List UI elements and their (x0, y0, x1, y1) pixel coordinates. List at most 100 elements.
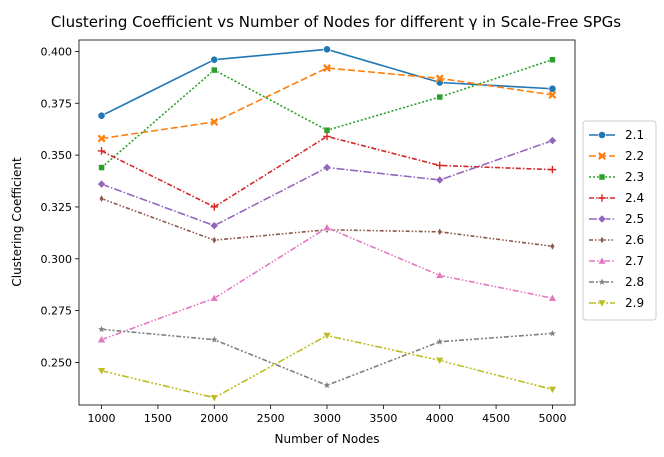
data-point-2.6 (99, 194, 104, 203)
data-point-2.7 (209, 293, 219, 302)
legend-box (582, 120, 657, 321)
data-point-2.7 (97, 335, 106, 343)
legend-label: 2.8 (625, 275, 644, 289)
legend-marker (598, 152, 606, 160)
legend-item: 2.6 (589, 233, 644, 247)
legend-marker (597, 214, 607, 224)
data-point-2.9 (322, 332, 332, 341)
data-point-2.7 (548, 293, 557, 302)
data-point-2.1 (210, 55, 219, 64)
data-point-2.3 (98, 164, 105, 171)
x-tick-label: 1000 (88, 412, 116, 425)
y-tick-label: 0.275 (41, 305, 73, 318)
legend-marker (598, 194, 606, 202)
data-point-2.5 (97, 179, 106, 189)
data-point-2.2 (97, 134, 106, 143)
y-tick-label: 0.375 (41, 97, 73, 110)
series-line-2.2 (101, 67, 553, 140)
data-point-2.1 (323, 45, 331, 54)
data-point-2.1 (548, 84, 557, 93)
data-point-2.6 (550, 242, 555, 251)
x-tick-label: 2000 (200, 412, 228, 425)
legend-label: 2.7 (625, 254, 644, 268)
data-point-2.2 (210, 117, 219, 126)
legend-marker (598, 173, 606, 181)
legend-item: 2.5 (589, 212, 644, 226)
legend-marker (598, 131, 606, 139)
x-tick-label: 5000 (538, 412, 566, 425)
legend-item: 2.1 (589, 128, 644, 142)
y-tick-label: 0.300 (41, 253, 73, 266)
x-tick-label: 3500 (369, 412, 397, 425)
y-axis-label: Clustering Coefficient (10, 157, 24, 287)
data-point-2.2 (548, 90, 557, 99)
x-axis-label: Number of Nodes (275, 432, 380, 446)
data-point-2.4 (323, 132, 331, 141)
data-point-2.8 (322, 380, 332, 389)
data-point-2.9 (97, 367, 106, 376)
legend-item: 2.3 (589, 170, 644, 184)
legend-marker (599, 236, 605, 244)
legend-item: 2.8 (589, 275, 644, 289)
data-point-2.5 (435, 175, 445, 185)
legend-label: 2.6 (625, 233, 644, 247)
legend-marker (597, 299, 607, 308)
data-point-2.4 (210, 203, 219, 211)
data-point-2.3 (323, 126, 331, 134)
data-point-2.9 (435, 357, 445, 365)
legend-item: 2.7 (589, 254, 644, 268)
data-point-2.8 (209, 335, 219, 344)
data-point-2.5 (209, 221, 219, 230)
legend-marker (597, 256, 607, 265)
legend-marker (597, 277, 607, 286)
series-line-2.6 (101, 197, 553, 248)
data-point-2.9 (209, 394, 219, 403)
x-axis-ticks: 1000 1500 2000 2500 3000 3500 4000 4500 5000 (88, 405, 566, 425)
data-point-2.3 (549, 56, 556, 63)
chart-title: Clustering Coefficient vs Number of Node… (51, 13, 621, 31)
data-point-2.8 (435, 337, 445, 346)
y-tick-label: 0.250 (41, 356, 73, 369)
data-point-2.7 (435, 270, 445, 279)
data-point-2.6 (437, 227, 443, 236)
data-point-2.6 (211, 236, 217, 245)
x-tick-label: 2500 (257, 412, 285, 425)
y-tick-label: 0.325 (41, 201, 73, 214)
y-tick-label: 0.350 (41, 149, 73, 162)
data-point-2.4 (548, 165, 557, 174)
legend-item: 2.4 (589, 191, 644, 205)
series-line-2.4 (101, 135, 553, 208)
data-point-2.4 (97, 147, 106, 155)
data-point-2.2 (323, 64, 331, 72)
data-point-2.3 (436, 93, 443, 101)
series-line-2.7 (101, 226, 553, 341)
legend-label: 2.1 (625, 128, 644, 142)
series-line-2.8 (101, 328, 553, 387)
data-point-2.3 (211, 66, 218, 74)
data-point-2.4 (435, 161, 444, 170)
data-point-2.8 (97, 324, 106, 333)
x-tick-label: 4500 (482, 412, 510, 425)
x-tick-label: 4000 (426, 412, 454, 425)
data-point-2.7 (322, 223, 332, 231)
legend-label: 2.2 (625, 149, 644, 163)
legend-item: 2.9 (589, 296, 644, 310)
data-point-2.2 (435, 74, 444, 83)
legend-item: 2.2 (589, 149, 644, 163)
legend-label: 2.3 (625, 170, 644, 184)
legend: 2.1 2.2 2.3 2.4 2.5 2.6 2.7 2.8 2.9 (582, 120, 657, 321)
data-point-2.5 (322, 163, 332, 172)
data-point-2.8 (548, 328, 557, 338)
x-tick-label: 3000 (313, 412, 341, 425)
series-markers (97, 45, 557, 403)
y-axis-ticks: 0.250 0.275 0.300 0.325 0.350 0.375 0.400 (41, 45, 79, 369)
data-point-2.9 (548, 386, 557, 394)
legend-label: 2.4 (625, 191, 644, 205)
legend-label: 2.9 (625, 296, 644, 310)
data-point-2.1 (97, 111, 106, 120)
y-tick-label: 0.400 (41, 45, 73, 58)
x-tick-label: 1500 (144, 412, 172, 425)
legend-label: 2.5 (625, 212, 644, 226)
data-point-2.5 (548, 136, 557, 145)
